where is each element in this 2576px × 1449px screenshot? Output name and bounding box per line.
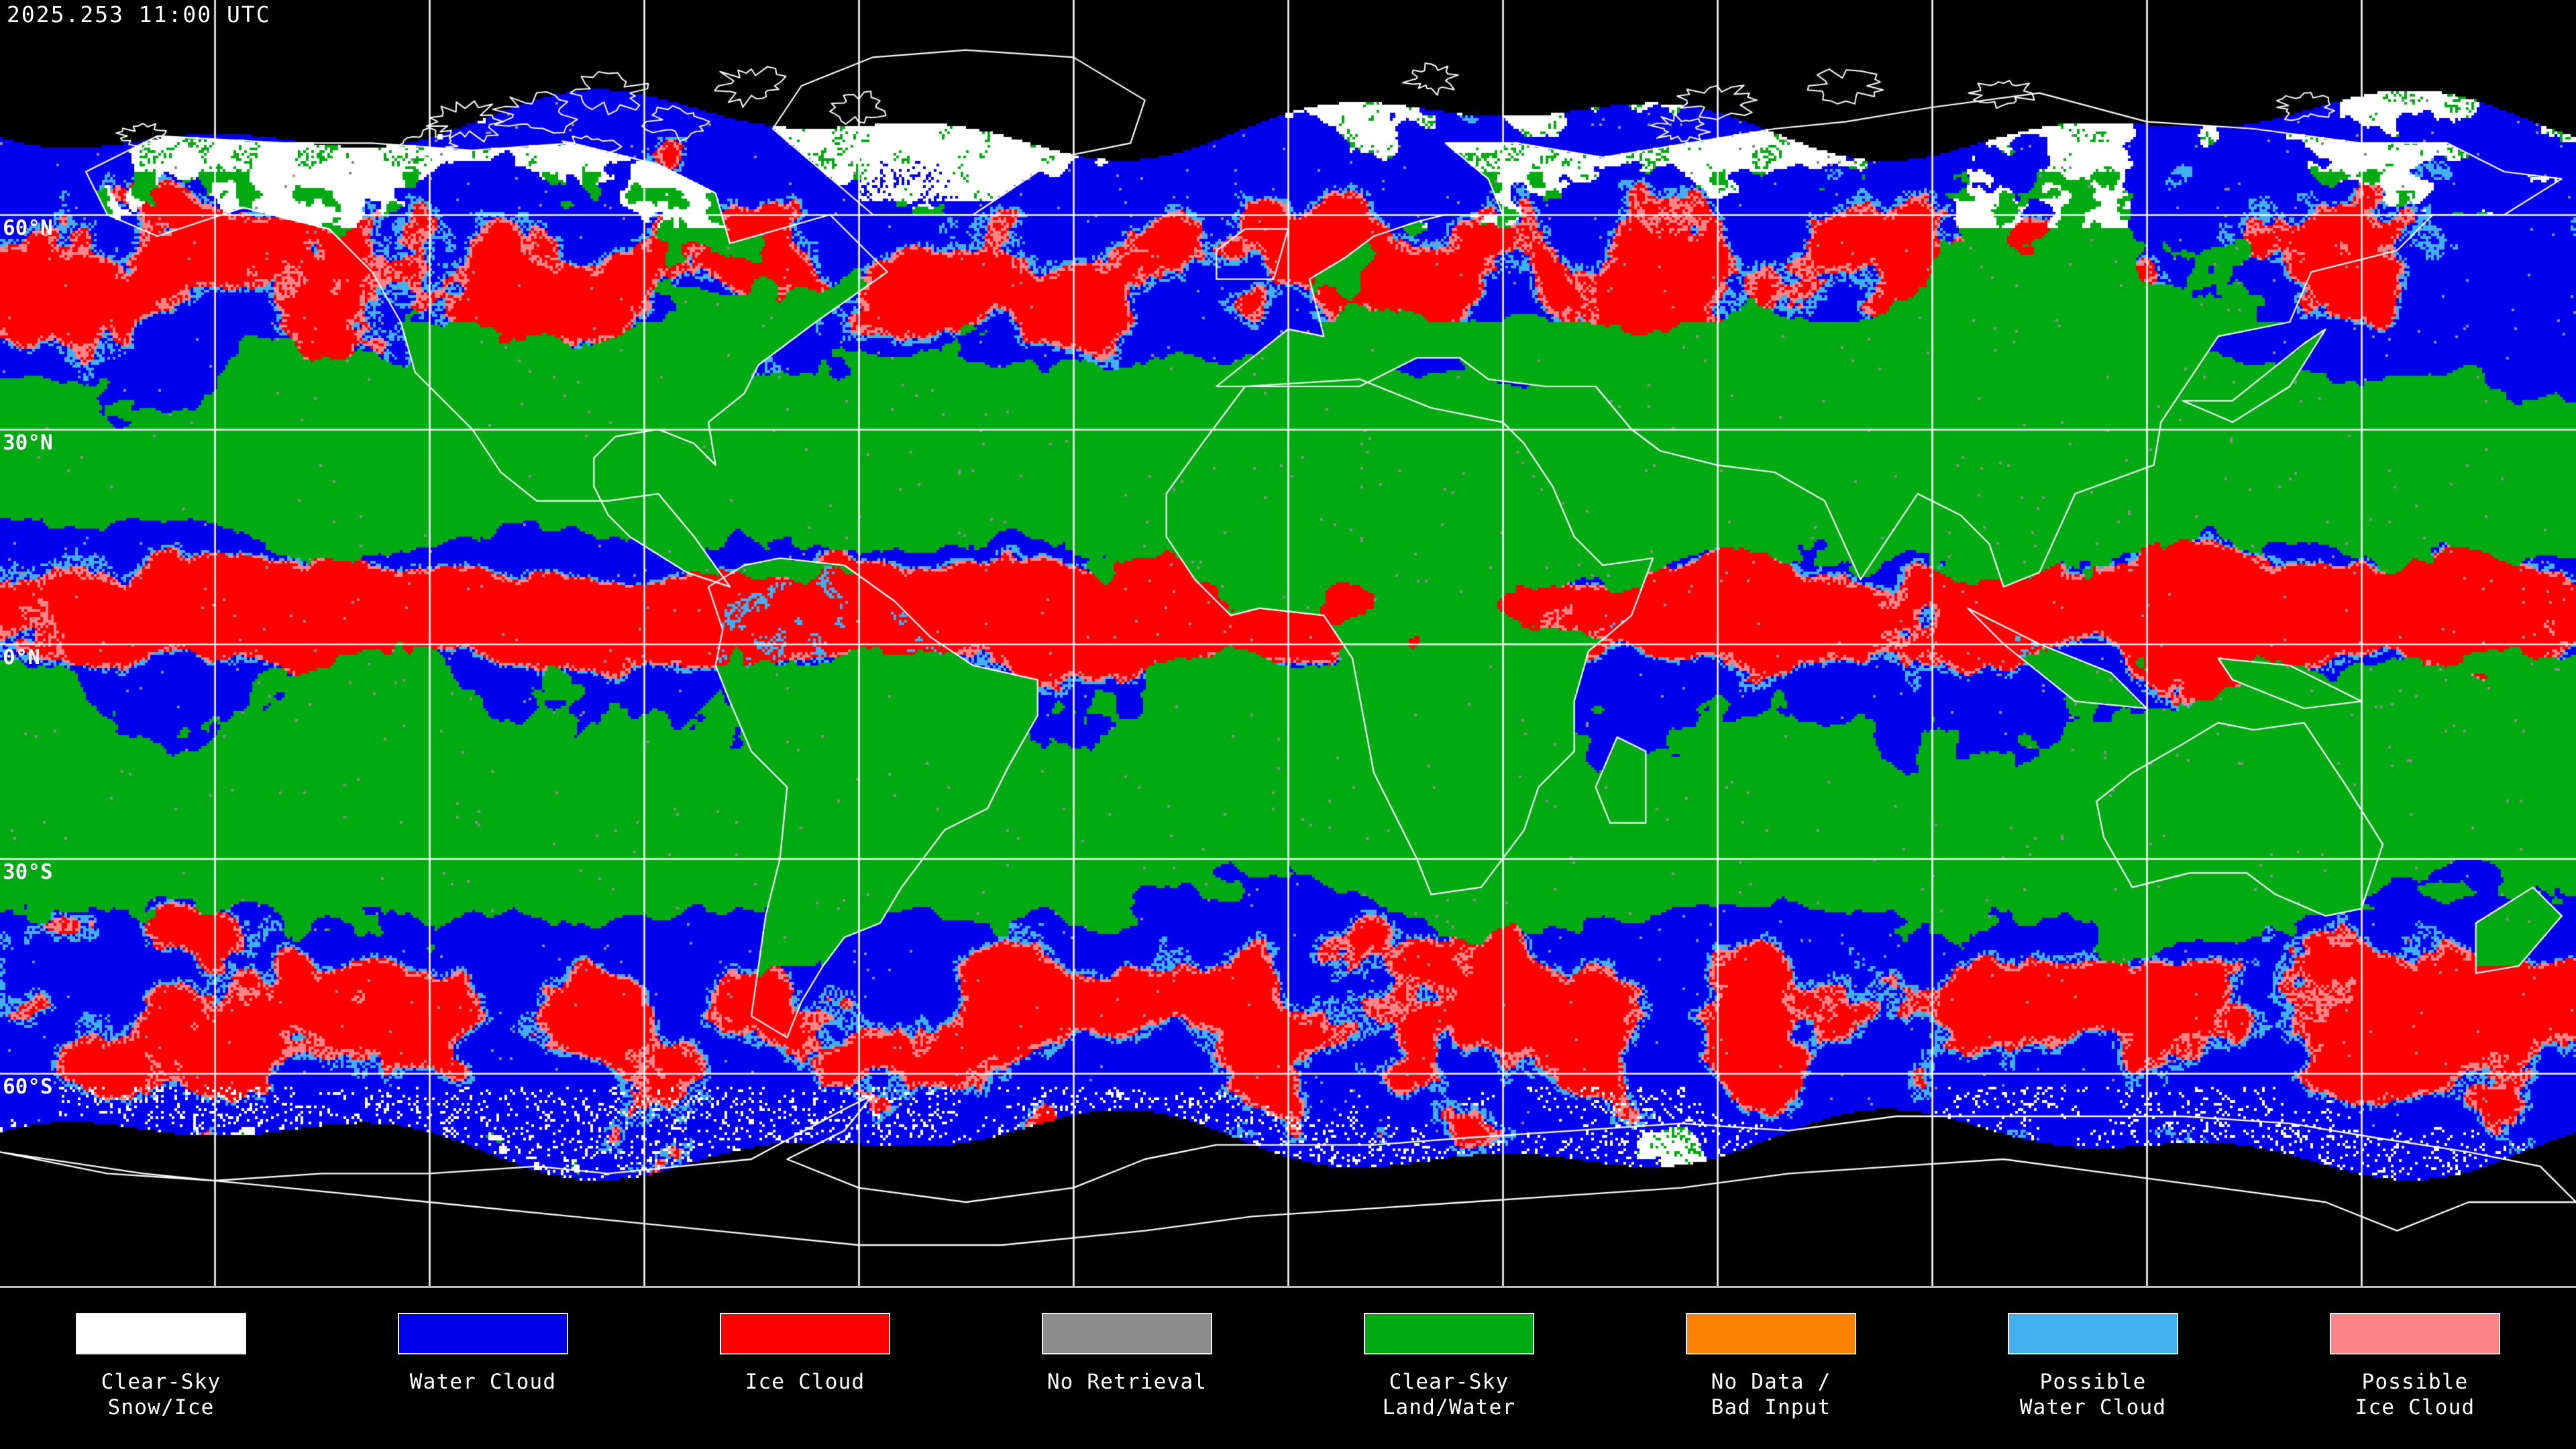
global-cloud-phase-map[interactable] bbox=[0, 0, 2576, 1286]
legend-swatch-clear-sky-land-water bbox=[1364, 1313, 1534, 1354]
legend-swatch-no-retrieval bbox=[1042, 1313, 1212, 1354]
legend-swatch-possible-water-cloud bbox=[2008, 1313, 2178, 1354]
legend-item-possible-ice-cloud[interactable]: Possible Ice Cloud bbox=[2254, 1290, 2576, 1420]
latitude-label-60s: 60°S bbox=[3, 1075, 53, 1099]
legend-item-possible-water-cloud[interactable]: Possible Water Cloud bbox=[1932, 1290, 2254, 1420]
legend-swatch-possible-ice-cloud bbox=[2330, 1313, 2500, 1354]
legend-item-no-retrieval[interactable]: No Retrieval bbox=[966, 1290, 1288, 1395]
map-panel[interactable]: 2025.253 11:00 UTC 60°N 30°N 0°N 30°S 60°S bbox=[0, 0, 2576, 1288]
legend-item-ice-cloud[interactable]: Ice Cloud bbox=[644, 1290, 966, 1395]
legend-item-water-cloud[interactable]: Water Cloud bbox=[322, 1290, 644, 1395]
legend-item-no-data-bad-input[interactable]: No Data / Bad Input bbox=[1610, 1290, 1932, 1420]
legend-label-no-retrieval: No Retrieval bbox=[1046, 1370, 1208, 1394]
latitude-label-30s: 30°S bbox=[3, 860, 53, 884]
legend-item-clear-sky-land-water[interactable]: Clear-Sky Land/Water bbox=[1288, 1290, 1610, 1420]
legend-label-possible-ice-cloud: Possible Ice Cloud bbox=[2355, 1370, 2475, 1419]
legend-swatch-no-data-bad-input bbox=[1686, 1313, 1856, 1354]
legend-label-clear-sky-land-water: Clear-Sky Land/Water bbox=[1382, 1370, 1516, 1419]
latitude-label-60n: 60°N bbox=[3, 216, 53, 240]
legend-item-clear-sky-snow-ice[interactable]: Clear-Sky Snow/Ice bbox=[0, 1290, 322, 1420]
legend: Clear-Sky Snow/Ice Water Cloud Ice Cloud No… bbox=[0, 1290, 2576, 1449]
legend-swatch-water-cloud bbox=[398, 1313, 568, 1354]
latitude-label-0n: 0°N bbox=[3, 645, 40, 669]
legend-label-water-cloud: Water Cloud bbox=[409, 1370, 557, 1394]
timestamp-label: 2025.253 11:00 UTC bbox=[7, 1, 271, 28]
latitude-label-30n: 30°N bbox=[3, 431, 53, 455]
legend-label-clear-sky-snow-ice: Clear-Sky Snow/Ice bbox=[101, 1370, 221, 1419]
legend-label-possible-water-cloud: Possible Water Cloud bbox=[2019, 1370, 2167, 1419]
legend-label-ice-cloud: Ice Cloud bbox=[745, 1370, 865, 1394]
legend-label-no-data-bad-input: No Data / Bad Input bbox=[1711, 1370, 1831, 1419]
legend-swatch-ice-cloud bbox=[720, 1313, 890, 1354]
legend-swatch-clear-sky-snow-ice bbox=[76, 1313, 246, 1354]
